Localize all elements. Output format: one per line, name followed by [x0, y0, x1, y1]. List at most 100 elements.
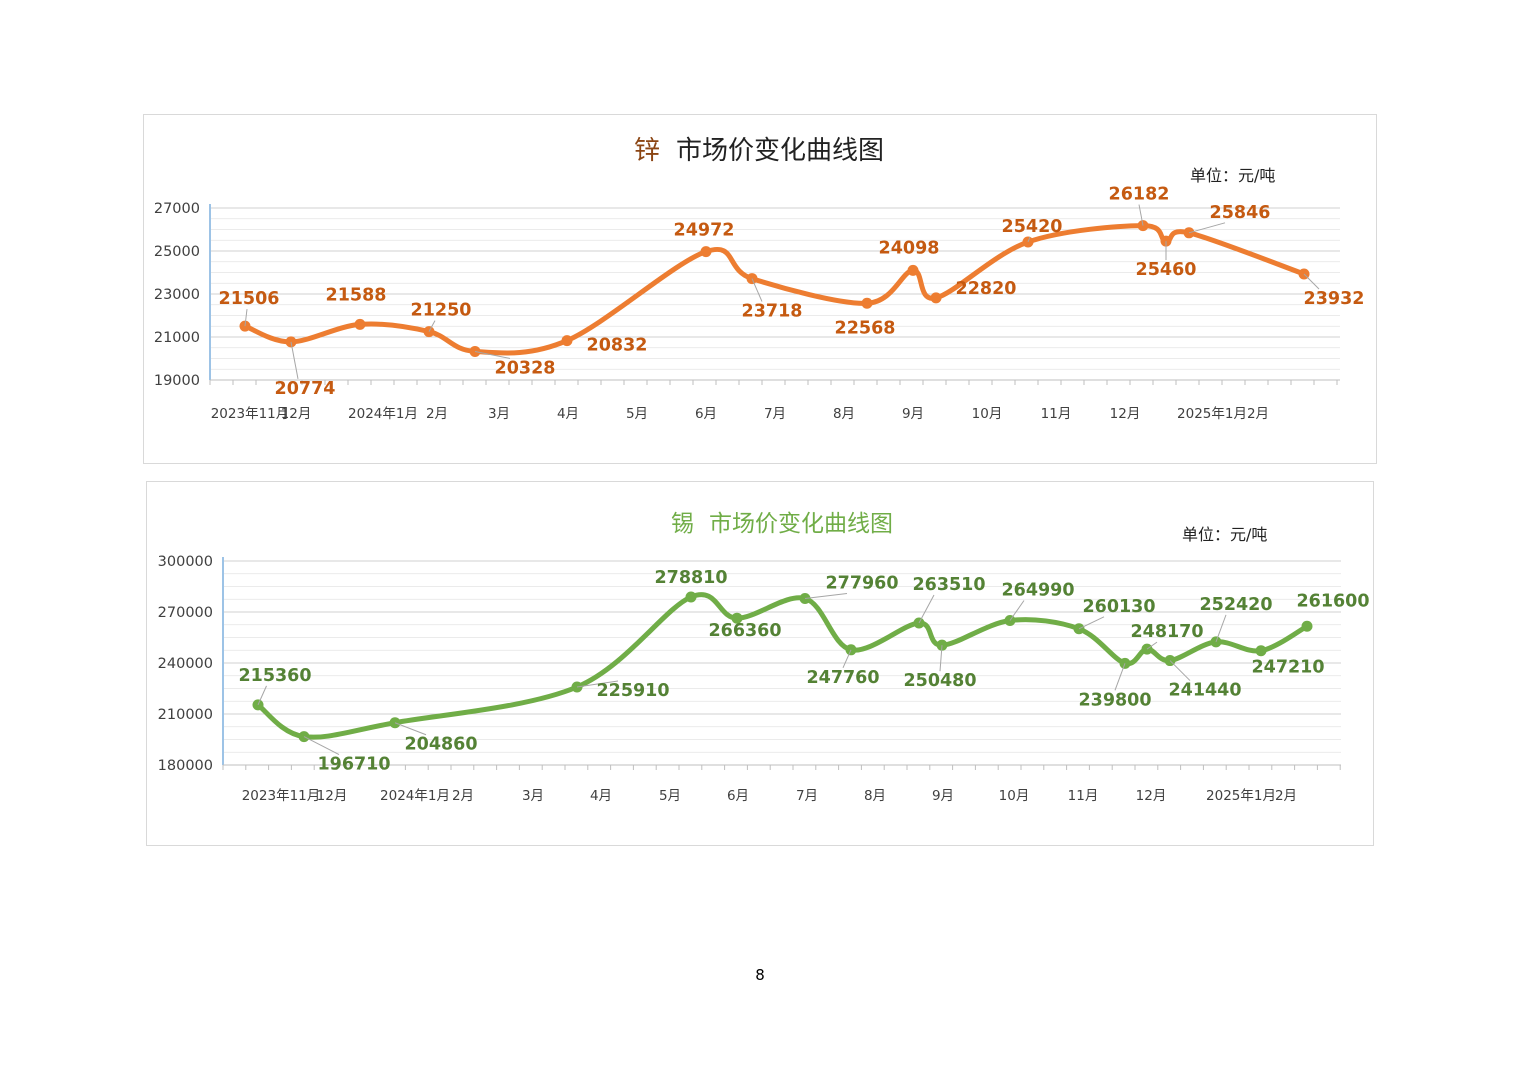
data-label: 23718 — [742, 302, 803, 322]
data-label: 266360 — [708, 621, 781, 641]
data-label: 277960 — [825, 573, 898, 593]
x-tick-label: 7月 — [764, 406, 786, 422]
data-label: 241440 — [1168, 681, 1241, 701]
y-tick-label: 240000 — [158, 656, 213, 672]
chart-title: 市场价变化曲线图 — [709, 511, 893, 537]
x-tick-label: 2024年1月 — [380, 788, 450, 804]
x-tick-label: 9月 — [932, 788, 954, 804]
label-leader — [1027, 236, 1031, 243]
data-point — [845, 644, 857, 656]
x-tick-label: 8月 — [833, 406, 855, 422]
data-label: 247760 — [806, 668, 879, 688]
x-tick-label: 9月 — [902, 406, 924, 422]
data-point — [861, 297, 873, 309]
x-tick-label: 2025年1月 — [1177, 406, 1247, 422]
chart-title: 市场价变化曲线图 — [676, 136, 884, 166]
y-tick-label: 27000 — [154, 201, 200, 217]
data-label: 260130 — [1082, 597, 1155, 617]
data-point — [1137, 220, 1149, 232]
series-line — [242, 223, 1307, 356]
x-tick-label: 3月 — [488, 406, 510, 422]
x-tick-label: 10月 — [999, 788, 1030, 804]
data-label: 25460 — [1136, 260, 1197, 280]
data-label: 25420 — [1002, 217, 1063, 237]
chart-title-prefix: 锌 — [634, 136, 660, 166]
x-tick-label: 3月 — [522, 788, 544, 804]
data-label: 239800 — [1078, 690, 1151, 710]
y-tick-label: 210000 — [158, 707, 213, 723]
label-leader — [1078, 616, 1105, 630]
y-tick-label: 19000 — [154, 373, 200, 389]
label-leader — [1303, 273, 1320, 290]
data-label: 20832 — [587, 336, 648, 356]
y-tick-label: 25000 — [154, 244, 200, 260]
data-label: 248170 — [1130, 622, 1203, 642]
data-label: 22820 — [956, 279, 1017, 299]
label-leader — [290, 341, 299, 379]
y-tick-label: 270000 — [158, 605, 213, 621]
label-leader — [428, 320, 436, 332]
x-tick-label: 2023年11月 — [242, 788, 321, 804]
label-leader — [394, 722, 427, 736]
label-leader — [1169, 660, 1191, 681]
x-tick-label: 4月 — [590, 788, 612, 804]
zinc-chart-panel: 19000 21000 23000 25000 27000 2023年11月 12月 2024… — [143, 114, 1377, 464]
data-label: 204860 — [404, 735, 477, 755]
data-point — [561, 335, 573, 347]
data-label: 23932 — [1304, 289, 1365, 309]
data-label: 24098 — [879, 238, 940, 258]
x-tick-label: 11月 — [1068, 788, 1099, 804]
data-point — [913, 617, 925, 629]
data-label: 21506 — [219, 289, 280, 309]
data-point — [930, 292, 942, 304]
data-label: 21588 — [326, 285, 387, 305]
data-point — [700, 246, 712, 258]
tin-chart-panel: 180000 210000 240000 270000 300000 2023年11月 12… — [146, 481, 1374, 846]
y-tick-label: 21000 — [154, 330, 200, 346]
x-tick-label: 12月 — [281, 406, 312, 422]
x-tick-label: 6月 — [695, 406, 717, 422]
x-tick-label: 2月 — [1275, 788, 1297, 804]
data-point — [799, 592, 811, 604]
data-label: 21250 — [411, 301, 472, 321]
x-tick-label: 2024年1月 — [348, 406, 418, 422]
label-leader — [474, 350, 511, 359]
data-label: 250480 — [903, 671, 976, 691]
data-point — [1301, 620, 1313, 632]
x-tick-label: 12月 — [1110, 406, 1141, 422]
x-tick-label: 2025年1月 — [1206, 788, 1276, 804]
label-leader — [918, 594, 935, 624]
label-leader — [939, 645, 943, 672]
data-point — [907, 264, 919, 276]
x-tick-label: 7月 — [796, 788, 818, 804]
data-label: 278810 — [654, 568, 727, 588]
label-leader — [751, 278, 763, 302]
y-tick-label: 300000 — [158, 554, 213, 570]
label-leader — [1009, 600, 1025, 621]
x-tick-label: 6月 — [727, 788, 749, 804]
label-leader — [1215, 614, 1227, 643]
data-point — [685, 591, 697, 603]
data-label: 252420 — [1199, 595, 1272, 615]
x-tick-label: 5月 — [659, 788, 681, 804]
data-label: 25846 — [1210, 203, 1271, 223]
unit-label: 单位：元/吨 — [1190, 166, 1275, 185]
label-leader — [576, 680, 619, 688]
data-label: 20774 — [275, 379, 336, 399]
x-tick-label: 4月 — [557, 406, 579, 422]
data-label: 261600 — [1296, 591, 1369, 611]
label-leader — [842, 649, 852, 669]
x-tick-label: 2月 — [1247, 406, 1269, 422]
unit-label: 单位：元/吨 — [1182, 525, 1267, 544]
x-tick-label: 8月 — [864, 788, 886, 804]
chart-title-prefix: 锡 — [671, 511, 694, 537]
data-point — [1183, 227, 1195, 239]
data-label: 24972 — [674, 221, 735, 241]
label-leader — [1146, 641, 1158, 650]
label-leader — [244, 309, 248, 327]
x-tick-label: 2月 — [452, 788, 474, 804]
label-leader — [303, 736, 340, 756]
data-label: 215360 — [238, 666, 311, 686]
x-tick-label: 2月 — [426, 406, 448, 422]
data-label: 22568 — [835, 318, 896, 338]
